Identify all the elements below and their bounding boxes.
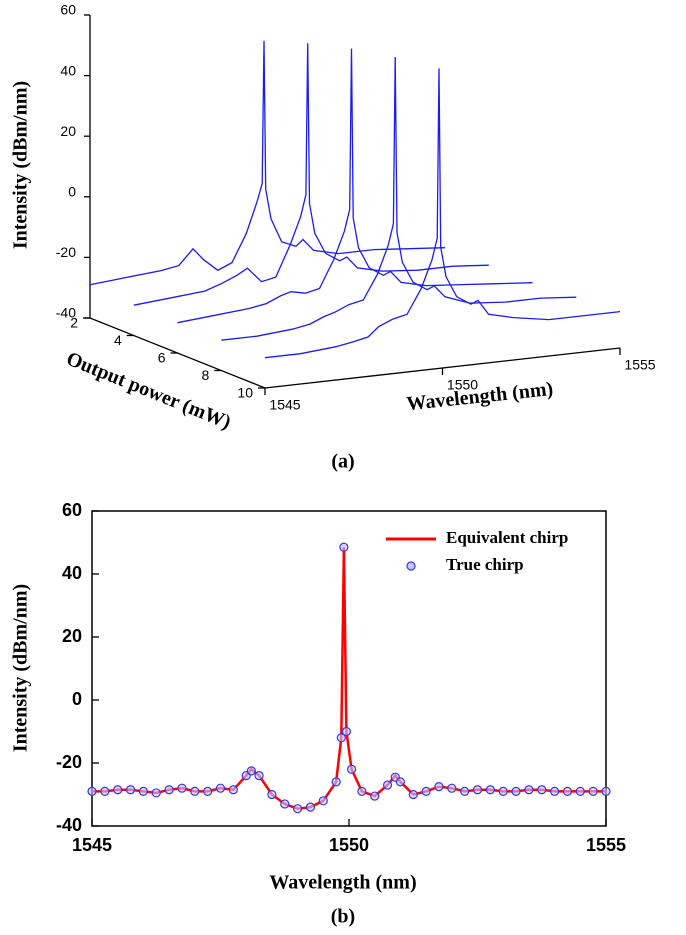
caption: (b) <box>331 906 355 928</box>
data-point <box>498 786 508 796</box>
data-point <box>588 786 598 796</box>
legend-label: True chirp <box>446 555 524 574</box>
data-point <box>472 785 483 795</box>
data-point <box>601 786 611 796</box>
spectrum-curve <box>89 40 446 286</box>
data-point <box>164 785 174 795</box>
wavelength-tick-label: 1550 <box>447 377 478 393</box>
data-point <box>447 783 457 793</box>
wavelength-axis-title: Wavelength (nm) <box>405 378 554 415</box>
power-tick-label: 4 <box>114 332 122 348</box>
data-line <box>92 547 606 810</box>
power-axis-title: Output power (mW) <box>63 348 234 434</box>
data-point <box>305 802 316 812</box>
y-tick-label: 20 <box>62 626 82 646</box>
power-tick-label: 2 <box>70 315 78 331</box>
data-point <box>113 785 123 795</box>
x-tick-label: 1545 <box>72 835 112 855</box>
power-tick-label: 6 <box>158 350 166 366</box>
y-tick-label: 40 <box>62 563 82 583</box>
y-tick-label: 60 <box>62 500 82 520</box>
data-point <box>177 783 187 793</box>
data-point <box>138 786 148 796</box>
y-tick-label: -20 <box>56 752 82 772</box>
z-tick-label: -20 <box>56 244 76 260</box>
x-tick-label: 1550 <box>329 835 369 855</box>
legend-marker <box>406 561 416 571</box>
data-point <box>267 789 277 800</box>
z-tick-label: 20 <box>60 123 76 139</box>
spectrum-curve <box>177 48 533 324</box>
data-point <box>339 542 349 552</box>
data-point <box>151 788 161 798</box>
data-point <box>382 780 393 790</box>
spectrum-curve <box>221 56 577 341</box>
y-tick-label: -40 <box>56 815 82 835</box>
data-point <box>460 786 470 796</box>
spectrum-curve <box>133 43 489 306</box>
y-axis-title: Intensity (dBm/nm) <box>10 584 32 752</box>
data-point <box>318 796 328 806</box>
z-tick-label: -40 <box>56 305 76 321</box>
x-axis-title: Wavelength (nm) <box>269 872 416 894</box>
data-point <box>100 786 110 796</box>
legend-label: Equivalent chirp <box>446 528 568 547</box>
data-point <box>254 770 264 781</box>
data-point <box>246 766 256 776</box>
data-point <box>228 785 238 795</box>
data-point <box>346 764 357 774</box>
data-point <box>215 783 226 793</box>
wavelength-tick-label: 1555 <box>624 357 655 373</box>
z-tick-label: 40 <box>60 62 76 78</box>
spectrum-curve <box>264 68 621 359</box>
data-point <box>537 785 547 795</box>
data-point <box>549 786 560 796</box>
data-point <box>511 786 521 796</box>
data-point <box>395 777 405 787</box>
data-point <box>562 786 573 796</box>
data-point <box>293 804 303 814</box>
data-point <box>125 785 136 795</box>
caption: (a) <box>331 451 354 473</box>
data-point <box>575 786 585 796</box>
power-tick-label: 8 <box>201 367 209 383</box>
data-point <box>408 789 418 800</box>
data-point <box>336 733 346 743</box>
data-point <box>190 786 200 796</box>
data-point <box>421 786 431 796</box>
z-axis-title: Intensity (dBm/nm) <box>10 81 32 249</box>
power-tick-label: 10 <box>237 385 253 401</box>
data-point <box>485 785 495 795</box>
data-point <box>524 785 534 795</box>
wavelength-tick-label: 1545 <box>269 397 300 413</box>
y-tick-label: 0 <box>72 689 82 709</box>
data-point <box>331 777 341 787</box>
data-point <box>203 786 213 796</box>
plot-frame <box>91 510 607 827</box>
data-point <box>280 799 290 809</box>
data-point <box>341 726 352 737</box>
data-point <box>434 782 444 792</box>
z-tick-label: 0 <box>68 184 76 200</box>
data-point <box>87 786 97 796</box>
data-point <box>370 791 380 801</box>
x-tick-label: 1555 <box>586 835 626 855</box>
z-tick-label: 60 <box>60 2 76 18</box>
data-point <box>357 786 367 796</box>
